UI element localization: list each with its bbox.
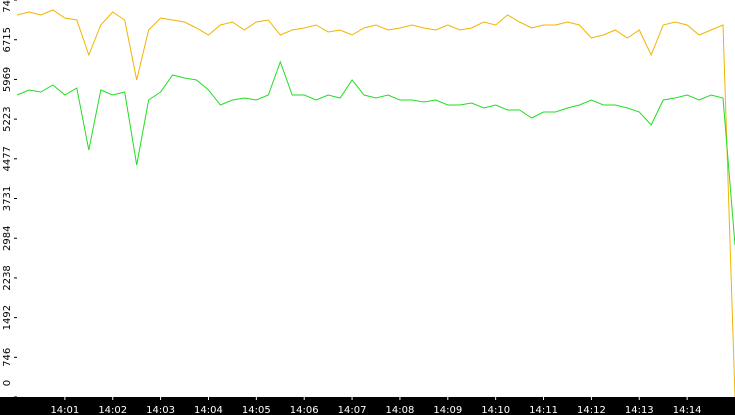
y-tick-label: 0	[2, 380, 13, 386]
line	[16, 60, 735, 246]
y-tick-label: 6715	[2, 27, 13, 52]
x-tick-label: 14:03	[146, 405, 175, 415]
x-axis-band	[0, 397, 735, 415]
x-tick-label: 14:02	[98, 405, 127, 415]
y-tick-label: 1492	[2, 305, 13, 330]
y-tick-label: 5969	[2, 67, 13, 92]
x-tick-label: 14:13	[625, 405, 654, 415]
y-tick-label: 5223	[2, 106, 13, 131]
x-tick-label: 14:11	[529, 405, 558, 415]
x-tick-label: 14:01	[50, 405, 79, 415]
x-tick-label: 14:12	[577, 405, 606, 415]
y-tick-label: 2984	[2, 226, 13, 251]
y-tick-label: 2238	[2, 265, 13, 290]
y-tick-label: 4477	[2, 146, 13, 171]
x-tick-label: 14:10	[481, 405, 510, 415]
x-tick-label: 14:09	[433, 405, 462, 415]
y-tick-label: 3731	[2, 186, 13, 211]
x-tick-label: 14:07	[338, 405, 367, 415]
x-tick-label: 14:14	[673, 405, 702, 415]
x-tick-label: 14:08	[386, 405, 415, 415]
x-tick-label: 14:05	[242, 405, 271, 415]
line	[16, 9, 735, 398]
x-tick-label: 14:06	[290, 405, 319, 415]
x-tick-label: 14:04	[194, 405, 223, 415]
y-tick-label: 746	[2, 348, 13, 367]
y-tick-label: 7462	[2, 0, 13, 13]
